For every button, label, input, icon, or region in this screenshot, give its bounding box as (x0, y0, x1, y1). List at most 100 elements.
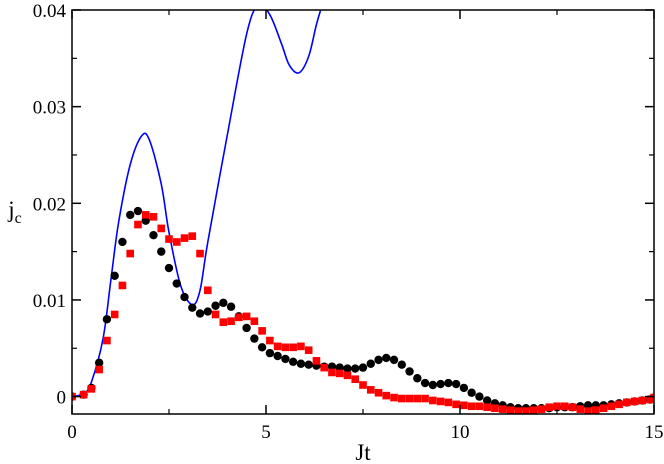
x-axis-label: Jt (355, 440, 371, 464)
data-point-circle (118, 237, 127, 247)
data-point-circle (475, 392, 484, 401)
data-point-circle (351, 364, 360, 373)
data-point-square (576, 405, 585, 413)
data-point-square (204, 286, 212, 295)
data-point-circle (110, 271, 119, 280)
data-point-circle (281, 354, 290, 364)
data-point-square (568, 403, 577, 412)
data-point-square (328, 368, 336, 377)
data-point-square (467, 402, 476, 411)
data-point-circle (164, 263, 174, 273)
data-point-square (242, 312, 251, 321)
data-point-square (258, 327, 266, 335)
data-point-circle (358, 363, 368, 372)
data-point-square (452, 400, 460, 409)
data-point-square (359, 381, 367, 389)
data-point-circle (467, 388, 476, 397)
x-tick-label: 0 (67, 422, 77, 443)
y-tick-label: 0.01 (33, 291, 66, 312)
data-point-square (79, 390, 88, 399)
data-point-square (281, 343, 290, 352)
data-point-square (638, 396, 647, 405)
data-point-circle (436, 379, 445, 389)
x-tick-label: 15 (645, 422, 664, 443)
data-point-square (646, 395, 654, 404)
data-point-circle (382, 353, 391, 363)
x-tick-label: 10 (451, 422, 470, 443)
data-point-square (545, 403, 554, 412)
data-point-square (312, 357, 321, 365)
data-point-circle (94, 358, 104, 367)
data-point-square (118, 281, 127, 290)
plot-frame (71, 9, 655, 415)
data-point-square (235, 313, 243, 322)
data-point-circle (459, 383, 469, 393)
data-point-square (398, 394, 406, 403)
x-tick-label: 5 (261, 422, 271, 443)
y-axis-label-subscript: c (15, 210, 22, 227)
data-point-square (483, 403, 491, 412)
data-point-circle (288, 357, 298, 367)
data-point-square (250, 317, 259, 326)
data-point-square (157, 224, 166, 233)
data-point-square (506, 406, 515, 414)
data-point-square (320, 363, 328, 372)
data-point-circle (304, 360, 313, 369)
data-point-circle (149, 230, 158, 240)
data-point-square (126, 249, 134, 258)
data-point-square (498, 405, 507, 413)
data-point-circle (126, 210, 135, 220)
data-point-square (584, 407, 592, 414)
data-point-square (553, 402, 561, 411)
series-layer (72, 10, 654, 414)
data-point-square (630, 397, 639, 406)
data-point-square (623, 398, 631, 407)
data-point-square (491, 404, 499, 413)
data-point-circle (180, 292, 189, 302)
data-point-square (529, 406, 538, 414)
data-point-square (134, 220, 142, 229)
data-point-square (297, 342, 305, 351)
data-point-circle (389, 355, 399, 365)
data-point-square (188, 232, 197, 240)
y-axis-label: jc (7, 197, 22, 227)
series-2-markers (72, 211, 654, 414)
y-axis-label-main: j (7, 197, 14, 222)
data-point-circle (366, 359, 375, 368)
data-point-circle (226, 302, 236, 311)
data-point-square (444, 398, 453, 407)
data-point-square (436, 397, 445, 406)
data-point-square (390, 393, 398, 402)
data-point-circle (451, 379, 461, 389)
data-point-square (537, 405, 546, 413)
data-point-circle (219, 298, 228, 308)
data-point-square (560, 402, 569, 411)
data-point-circle (265, 348, 275, 358)
data-point-square (599, 404, 608, 413)
data-point-circle (343, 364, 352, 373)
data-point-square (289, 343, 297, 352)
y-tick-label: 0.02 (33, 194, 66, 215)
data-point-square (615, 400, 623, 409)
data-point-square (460, 401, 468, 410)
y-tick-label: 0.04 (33, 1, 67, 22)
data-point-square (374, 388, 383, 397)
data-point-square (421, 394, 429, 403)
data-point-square (180, 234, 189, 242)
data-point-square (405, 394, 414, 403)
data-point-square (343, 371, 352, 380)
data-point-square (650, 393, 654, 402)
data-point-square (366, 386, 375, 394)
data-point-square (429, 396, 437, 405)
data-point-circle (397, 360, 406, 369)
data-point-circle (428, 380, 438, 390)
data-point-square (165, 235, 173, 243)
data-point-square (304, 346, 313, 355)
y-tick-label: 0.03 (33, 98, 66, 119)
data-point-circle (257, 343, 267, 352)
data-point-circle (157, 247, 166, 256)
data-point-circle (444, 378, 453, 388)
series-0-line (72, 10, 322, 398)
data-point-square (95, 365, 103, 374)
data-point-circle (102, 315, 112, 324)
